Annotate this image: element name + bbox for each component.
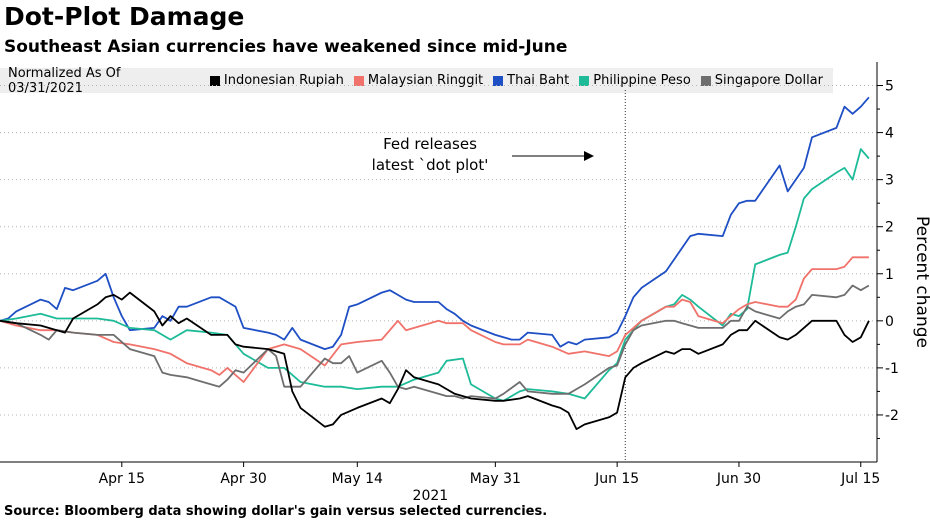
x-tick-label: Apr 15 (99, 471, 145, 487)
legend-normalized-label: Normalized As Of 03/31/2021 (8, 65, 121, 96)
x-tick-label: May 14 (332, 471, 383, 487)
legend-label-sgd: Singapore Dollar (714, 73, 823, 88)
legend-label-baht: Thai Baht (507, 73, 570, 88)
chart-title: Dot-Plot Damage (4, 2, 245, 31)
legend-item-ringgit: Malaysian Ringgit (353, 73, 484, 88)
x-tick-label: Jun 15 (594, 471, 639, 487)
y-tick-label: -1 (885, 361, 899, 377)
series-lines (0, 96, 870, 430)
legend-swatch-rupiah (209, 75, 220, 86)
y-tick-label: -2 (885, 408, 899, 424)
annotation-line-2: latest `dot plot' (372, 156, 489, 174)
annotation-arrow-head (584, 151, 594, 161)
y-tick-label: 0 (885, 314, 894, 330)
legend-swatch-sgd (700, 75, 711, 86)
legend-item-sgd: Singapore Dollar (700, 73, 823, 88)
source-note: Source: Bloomberg data showing dollar's … (4, 504, 548, 519)
annotation: Fed releases latest `dot plot' (372, 90, 626, 462)
x-tick-label: Apr 30 (220, 471, 266, 487)
series-line-singapore-dollar (0, 284, 870, 400)
y-tick-label: 3 (885, 173, 894, 189)
chart-subtitle: Southeast Asian currencies have weakened… (4, 37, 568, 57)
legend-item-rupiah: Indonesian Rupiah (209, 73, 344, 88)
y-tick-label: 5 (885, 79, 894, 95)
series-line-philippine-peso (0, 148, 870, 402)
y-axis-title: Percent change (912, 216, 930, 348)
series-line-thai-baht (0, 96, 870, 350)
legend-label-ringgit: Malaysian Ringgit (367, 73, 484, 88)
y-tick-label: 4 (885, 126, 894, 142)
legend-item-baht: Thai Baht (493, 73, 569, 88)
legend-swatch-ringgit (353, 75, 364, 86)
legend-item-peso: Philippine Peso (579, 73, 691, 88)
legend-label-rupiah: Indonesian Rupiah (223, 73, 344, 88)
axes: 5 4 3 2 1 0 -1 -2 Apr 15 Apr 30 May 14 May 31 Jun 15… (0, 62, 930, 504)
legend: Normalized As Of 03/31/2021 Indonesian R… (0, 65, 833, 96)
annotation-line-1: Fed releases (383, 135, 477, 153)
x-tick-label: May 31 (470, 471, 521, 487)
y-tick-label: 2 (885, 220, 894, 236)
x-year-label: 2021 (413, 488, 449, 504)
x-tick-label: Jul 15 (840, 471, 880, 487)
legend-swatch-baht (493, 75, 504, 86)
series-line-malaysian-ringgit (0, 256, 869, 383)
legend-swatch-peso (579, 75, 590, 86)
legend-label-peso: Philippine Peso (593, 73, 691, 88)
x-tick-label: Jun 30 (716, 471, 761, 487)
y-tick-label: 1 (885, 267, 894, 283)
series-line-indonesian-rupiah (0, 291, 870, 430)
